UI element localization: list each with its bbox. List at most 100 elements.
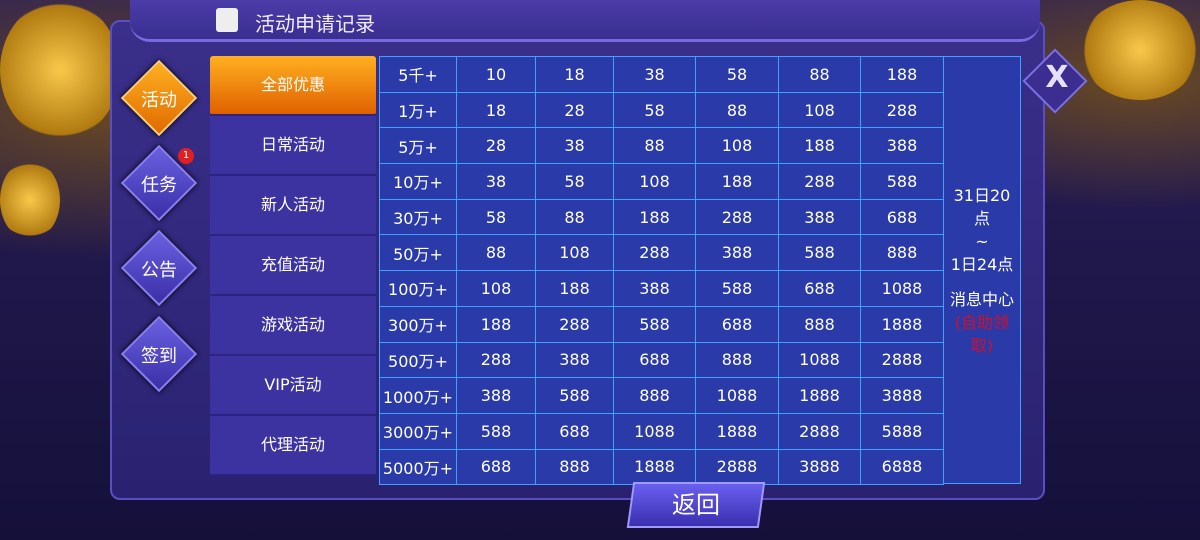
nav-label[interactable]: 活动 bbox=[141, 90, 177, 111]
reward-cell: 688 bbox=[535, 412, 614, 450]
reward-cell: 28 bbox=[535, 91, 614, 129]
table-row: 5千+ 10 18 38 58 88 188 bbox=[379, 56, 944, 93]
reward-cell: 1888 bbox=[613, 448, 696, 486]
tab-6[interactable]: 代理活动 bbox=[210, 416, 376, 476]
reward-cell: 88 bbox=[456, 234, 536, 272]
reward-cell: 88 bbox=[778, 56, 861, 93]
tab-2[interactable]: 新人活动 bbox=[210, 176, 376, 236]
table-row: 100万+ 108 188 388 588 688 1088 bbox=[379, 270, 944, 307]
tab-4[interactable]: 游戏活动 bbox=[210, 296, 376, 356]
reward-cell: 688 bbox=[613, 341, 696, 379]
reward-table: 5千+ 10 18 38 58 88 188 1万+ 18 28 58 88 108 288 5万+ 28 38… bbox=[379, 56, 944, 486]
document-icon bbox=[216, 8, 238, 32]
tab-1[interactable]: 日常活动 bbox=[210, 116, 376, 176]
reward-cell: 108 bbox=[456, 270, 536, 307]
table-row: 3000万+ 588 688 1088 1888 2888 5888 bbox=[379, 412, 944, 450]
tier-cell: 5万+ bbox=[379, 127, 457, 165]
reward-cell: 588 bbox=[456, 412, 536, 450]
tier-cell: 1000万+ bbox=[379, 377, 457, 414]
reward-cell: 888 bbox=[860, 234, 944, 272]
gold-tree-decoration bbox=[0, 0, 120, 140]
reward-cell: 1088 bbox=[613, 412, 696, 450]
table-row: 30万+ 58 88 188 288 388 688 bbox=[379, 198, 944, 236]
reward-cell: 188 bbox=[695, 163, 779, 200]
reward-cell: 588 bbox=[695, 270, 779, 307]
tier-cell: 5000万+ bbox=[379, 448, 457, 486]
reward-cell: 108 bbox=[778, 91, 861, 129]
title-bar bbox=[130, 0, 1040, 42]
reward-cell: 888 bbox=[695, 341, 779, 379]
self-claim-note: (自助领取) bbox=[954, 312, 1010, 355]
reward-cell: 1088 bbox=[778, 341, 861, 379]
reward-cell: 388 bbox=[456, 377, 536, 414]
reward-cell: 688 bbox=[778, 270, 861, 307]
reward-cell: 588 bbox=[778, 234, 861, 272]
reward-cell: 888 bbox=[613, 377, 696, 414]
reward-cell: 688 bbox=[695, 305, 779, 343]
reward-cell: 2888 bbox=[860, 341, 944, 379]
reward-cell: 688 bbox=[860, 198, 944, 236]
reward-cell: 10 bbox=[456, 56, 536, 93]
table-row: 1000万+ 388 588 888 1088 1888 3888 bbox=[379, 377, 944, 414]
back-button[interactable]: 返回 bbox=[626, 482, 766, 528]
gold-tree-decoration bbox=[1080, 0, 1200, 100]
reward-cell: 58 bbox=[695, 56, 779, 93]
time-text: 1日24点 bbox=[950, 254, 1014, 274]
reward-cell: 388 bbox=[613, 270, 696, 307]
nav-label[interactable]: 公告 bbox=[141, 260, 177, 281]
tab-0[interactable]: 全部优惠 bbox=[210, 56, 376, 116]
reward-cell: 88 bbox=[695, 91, 779, 129]
reward-cell: 58 bbox=[456, 198, 536, 236]
table-row: 10万+ 38 58 108 188 288 588 bbox=[379, 163, 944, 200]
reward-cell: 5888 bbox=[860, 412, 944, 450]
reward-cell: 3888 bbox=[778, 448, 861, 486]
reward-cell: 1888 bbox=[860, 305, 944, 343]
reward-cell: 1888 bbox=[778, 377, 861, 414]
reward-cell: 188 bbox=[456, 305, 536, 343]
reward-cell: 888 bbox=[535, 448, 614, 486]
reward-cell: 38 bbox=[613, 56, 696, 93]
table-row: 50万+ 88 108 288 388 588 888 bbox=[379, 234, 944, 272]
nav-label[interactable]: 签到 bbox=[141, 346, 177, 367]
reward-cell: 1888 bbox=[695, 412, 779, 450]
tab-5[interactable]: VIP活动 bbox=[210, 356, 376, 416]
reward-cell: 108 bbox=[695, 127, 779, 165]
time-text: 31日20 bbox=[953, 185, 1011, 205]
nav-label[interactable]: 任务 bbox=[141, 175, 177, 196]
tier-cell: 50万+ bbox=[379, 234, 457, 272]
tier-cell: 3000万+ bbox=[379, 412, 457, 450]
reward-cell: 18 bbox=[456, 91, 536, 129]
reward-cell: 888 bbox=[778, 305, 861, 343]
reward-cell: 188 bbox=[778, 127, 861, 165]
time-text: 点 bbox=[973, 208, 990, 228]
watermark-logo bbox=[968, 448, 1193, 508]
reward-cell: 288 bbox=[535, 305, 614, 343]
close-icon[interactable]: X bbox=[1045, 60, 1069, 95]
reward-cell: 38 bbox=[535, 127, 614, 165]
tab-3[interactable]: 充值活动 bbox=[210, 236, 376, 296]
reward-cell: 28 bbox=[456, 127, 536, 165]
reward-cell: 58 bbox=[535, 163, 614, 200]
gold-decoration bbox=[0, 160, 60, 240]
table-row: 5万+ 28 38 88 108 188 388 bbox=[379, 127, 944, 165]
reward-cell: 108 bbox=[535, 234, 614, 272]
tier-cell: 10万+ bbox=[379, 163, 457, 200]
reward-cell: 388 bbox=[860, 127, 944, 165]
reward-cell: 588 bbox=[535, 377, 614, 414]
reward-cell: 388 bbox=[535, 341, 614, 379]
page-title: 活动申请记录 bbox=[255, 12, 375, 36]
activity-info: 31日20 点 ~ 1日24点 消息中心 (自助领取) bbox=[943, 56, 1021, 484]
reward-cell: 3888 bbox=[860, 377, 944, 414]
message-center-text: 消息中心 bbox=[949, 289, 1014, 309]
tier-cell: 30万+ bbox=[379, 198, 457, 236]
category-tabs: 全部优惠 日常活动 新人活动 充值活动 游戏活动 VIP活动 代理活动 bbox=[210, 56, 376, 476]
reward-cell: 288 bbox=[613, 234, 696, 272]
reward-cell: 288 bbox=[695, 198, 779, 236]
reward-cell: 588 bbox=[860, 163, 944, 200]
notification-badge: 1 bbox=[178, 148, 194, 164]
time-separator: ~ bbox=[975, 231, 989, 251]
reward-cell: 6888 bbox=[860, 448, 944, 486]
reward-cell: 188 bbox=[535, 270, 614, 307]
reward-cell: 288 bbox=[456, 341, 536, 379]
reward-cell: 1088 bbox=[695, 377, 779, 414]
